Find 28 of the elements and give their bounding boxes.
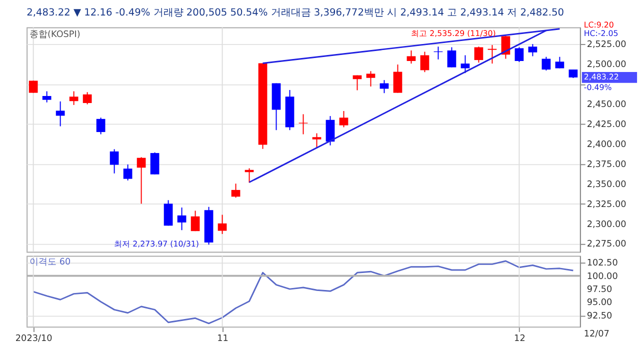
y-tick-label: 2,350.00 bbox=[586, 180, 627, 190]
x-tick-label: 11 bbox=[217, 334, 228, 344]
y-tick-label: 2,500.00 bbox=[586, 60, 627, 70]
annotation: 최고 2,535.29 (11/30) bbox=[411, 28, 496, 38]
x-tick-label: 12 bbox=[514, 334, 526, 344]
y-tick-label: 102.50 bbox=[586, 258, 618, 269]
text: -0.49% bbox=[584, 83, 612, 92]
x-tick-label: 2023/10 bbox=[15, 334, 53, 344]
chart-title: 이격도 60 bbox=[30, 258, 71, 268]
text: 12/07 bbox=[584, 329, 610, 340]
y-tick-label: 95.00 bbox=[586, 298, 613, 308]
y-tick-label: 2,525.00 bbox=[586, 40, 627, 50]
text: 2,483.22 bbox=[584, 72, 619, 82]
y-tick-label: 2,325.00 bbox=[586, 200, 627, 210]
y-tick-label: 2,300.00 bbox=[586, 220, 627, 230]
y-tick-label: 97.50 bbox=[586, 285, 613, 296]
text: LC:9.20 bbox=[584, 20, 614, 30]
y-tick-label: 100.00 bbox=[586, 272, 618, 282]
y-tick-label: 2,275.00 bbox=[586, 240, 627, 250]
annotation: 최저 2,273.97 (10/31) bbox=[114, 240, 199, 249]
y-tick-label: 2,425.00 bbox=[586, 120, 627, 130]
y-tick-label: 2,400.00 bbox=[586, 140, 627, 150]
text: HC:-2.05 bbox=[584, 29, 618, 38]
y-tick-label: 2,375.00 bbox=[586, 160, 627, 170]
y-tick-label: 2,450.00 bbox=[586, 100, 627, 110]
y-tick-label: 92.50 bbox=[586, 311, 613, 322]
chart-title: 종합(KOSPI) bbox=[30, 30, 80, 40]
chart-subtitle: 2,483.22 ▼ 12.16 -0.49% 거래량 200,505 50.54% 거래대금 3,396,772백만 시 2,493.14 고 2,493.14 저 2,482.50 bbox=[26, 7, 564, 18]
